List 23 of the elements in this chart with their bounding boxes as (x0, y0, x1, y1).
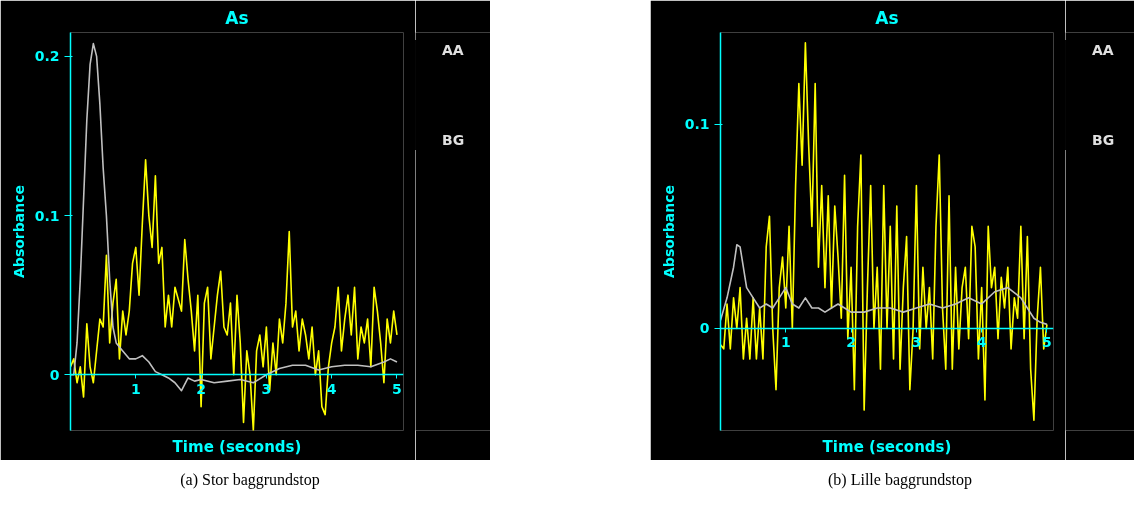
x-axis-title: Time (seconds) (822, 437, 952, 456)
text: BG (442, 132, 465, 148)
text: (b) Lille baggrundstop (828, 470, 972, 491)
y-tick-label: 0.1 (34, 207, 60, 224)
y-axis-title: Absorbance (660, 185, 677, 278)
x-tick-label: 4 (326, 380, 337, 397)
y-axis-title: Absorbance (10, 185, 27, 278)
x-axis-title: Time (seconds) (172, 437, 302, 456)
y-tick-label: 0 (699, 320, 710, 337)
y-tick-label: 0.1 (684, 116, 710, 133)
x-tick-label: 5 (392, 380, 402, 397)
text: BG (1092, 132, 1115, 148)
y-tick-label: 0 (49, 366, 60, 383)
line-series (720, 243, 1048, 326)
chart-title: As (225, 7, 249, 28)
x-tick-label: 1 (130, 380, 141, 397)
text: AA (1092, 42, 1114, 58)
y-tick-label: 0.2 (34, 48, 60, 65)
text: (a) Stor baggrundstop (180, 470, 320, 491)
x-tick-label: 3 (261, 380, 272, 397)
x-tick-label: 1 (780, 334, 791, 351)
chart-title: As (875, 7, 899, 28)
text: AA (442, 42, 464, 58)
